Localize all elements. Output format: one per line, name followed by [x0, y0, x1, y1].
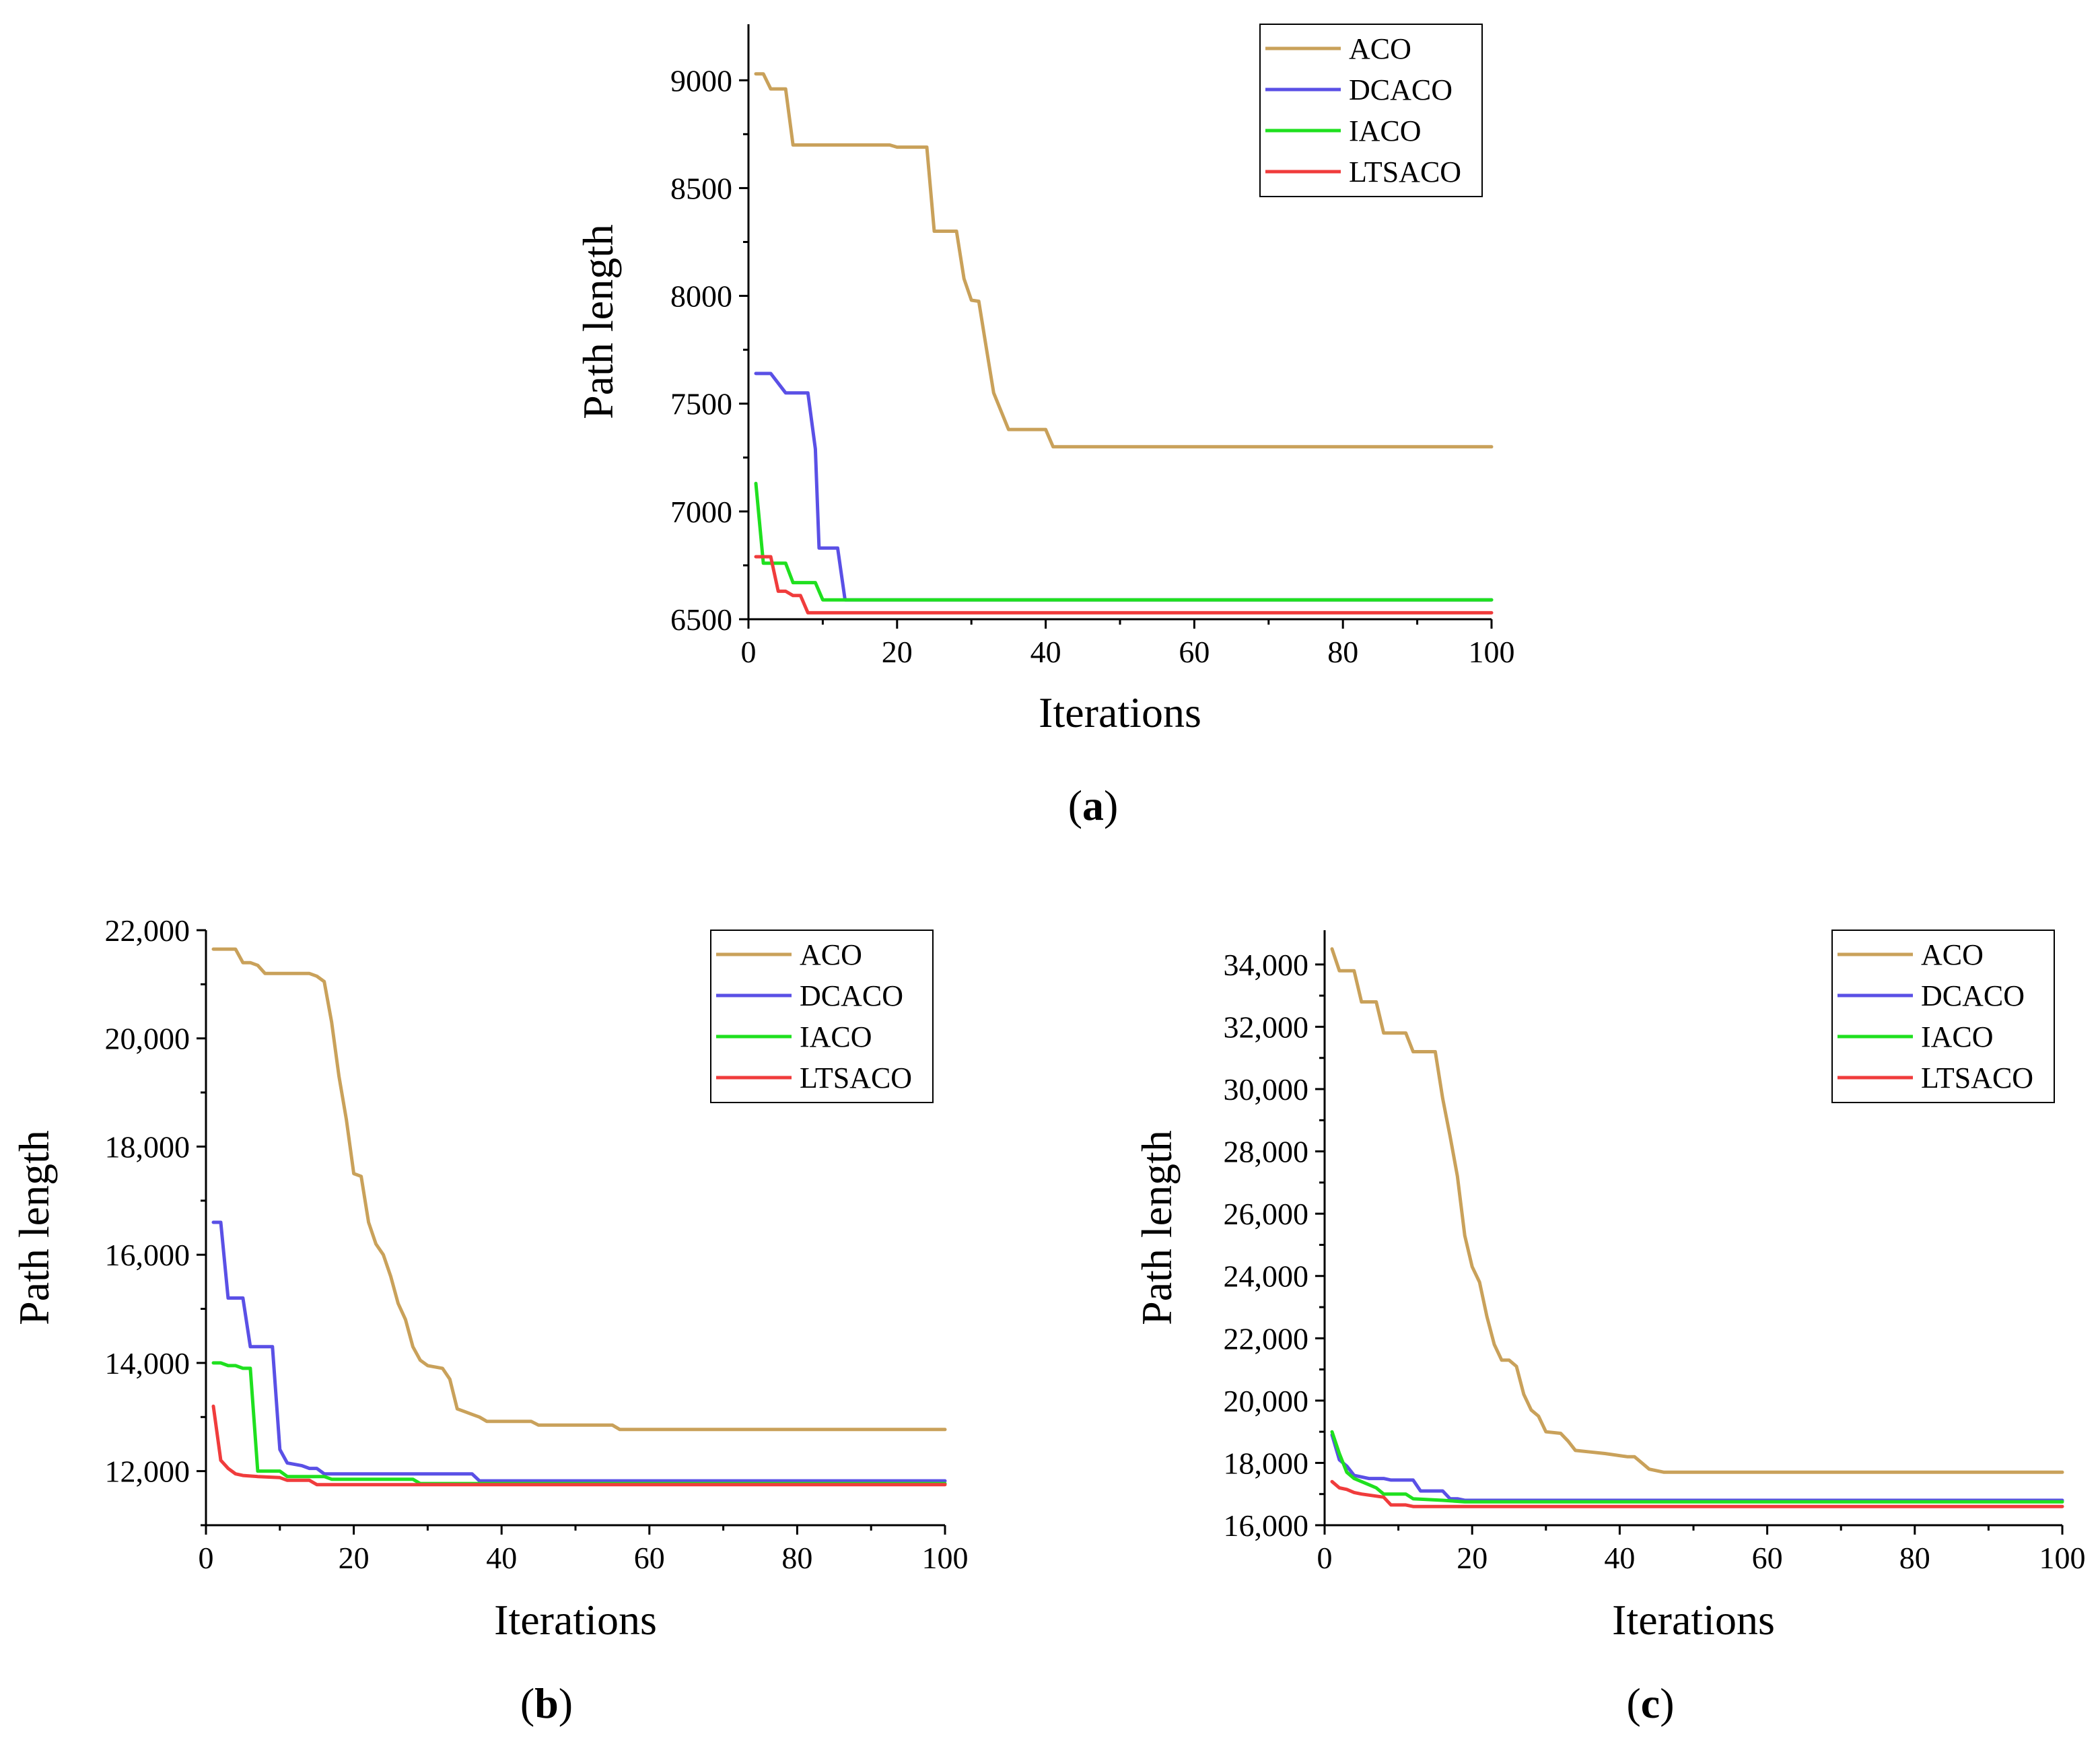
legend-box-b: [710, 930, 934, 1103]
x-tick-label-c: 100: [2039, 1541, 2086, 1575]
legend-label-ltsaco: LTSACO: [1921, 1061, 2033, 1094]
chart-panel-b: 0 20 40 60 80 100 12,000 14,000 16,000 18,000 20,0…: [10, 913, 969, 1727]
y-tick-label-a: 7000: [670, 495, 732, 529]
x-tick-label-c: 40: [1604, 1541, 1635, 1575]
legend-label-dcaco: DCACO: [800, 979, 903, 1012]
x-tick-label-a: 60: [1179, 635, 1210, 669]
y-tick-label-b: 12,000: [105, 1455, 190, 1489]
series-line-b-ltsaco: [211, 1404, 947, 1487]
y-tick-label-b: 16,000: [105, 1238, 190, 1272]
series-line-c-ltsaco: [1330, 1479, 2064, 1508]
panel-label-c: (c): [1626, 1679, 1674, 1727]
legend-label-iaco: IACO: [800, 1020, 872, 1053]
x-tick-label-b: 60: [634, 1541, 665, 1575]
y-tick-label-c: 22,000: [1224, 1321, 1309, 1356]
x-tick-label-b: 0: [199, 1541, 214, 1575]
series-line-b-dcaco: [211, 1220, 947, 1483]
y-tick-label-c: 28,000: [1224, 1135, 1309, 1169]
x-tick-label-b: 80: [781, 1541, 812, 1575]
x-tick-label-b: 40: [486, 1541, 517, 1575]
x-tick-label-a: 80: [1327, 635, 1358, 669]
x-tick-label-c: 0: [1317, 1541, 1333, 1575]
panel-label-a: (a): [1068, 781, 1119, 829]
legend-label-aco: ACO: [1349, 32, 1411, 65]
series-line-c-iaco: [1330, 1430, 2064, 1504]
x-tick-label-c: 60: [1752, 1541, 1783, 1575]
legend-c: ACO DCACO IACO LTSACO: [1831, 930, 2055, 1103]
y-axis-title-b: Path length: [10, 1130, 58, 1325]
x-tick-label-c: 80: [1899, 1541, 1930, 1575]
y-tick-label-c: 30,000: [1224, 1072, 1309, 1107]
x-tick-label-b: 100: [922, 1541, 969, 1575]
panel-label-b: (b): [520, 1679, 573, 1727]
x-tick-label-a: 40: [1030, 635, 1061, 669]
legend-label-aco: ACO: [1921, 938, 1984, 971]
y-tick-label-b: 22,000: [105, 913, 190, 948]
x-tick-label-b: 20: [339, 1541, 370, 1575]
legend-label-dcaco: DCACO: [1349, 73, 1452, 106]
x-tick-label-a: 100: [1469, 635, 1515, 669]
chart-panel-a: 0 20 40 60 80 100 6500 7000 7500 8000 8500 9000 Iter…: [574, 24, 1515, 829]
x-axis-title-c: Iterations: [1612, 1596, 1775, 1644]
y-tick-label-c: 20,000: [1224, 1384, 1309, 1418]
series-line-a-iaco: [754, 481, 1494, 602]
legend-label-dcaco: DCACO: [1921, 979, 2025, 1012]
legend-label-iaco: IACO: [1349, 114, 1422, 147]
y-tick-label-a: 6500: [670, 602, 732, 637]
y-axis-title-a: Path length: [574, 224, 622, 419]
y-tick-label-c: 18,000: [1224, 1446, 1309, 1480]
y-tick-label-b: 14,000: [105, 1346, 190, 1380]
y-tick-label-b: 20,000: [105, 1022, 190, 1056]
y-tick-label-b: 18,000: [105, 1129, 190, 1164]
legend-box-a: [1259, 24, 1483, 197]
legend-b: ACO DCACO IACO LTSACO: [710, 930, 934, 1103]
y-tick-label-c: 32,000: [1224, 1010, 1309, 1044]
x-axis-title-b: Iterations: [494, 1596, 657, 1644]
chart-panel-c: 0 20 40 60 80 100 16,000 18,000 20,000 22,000 24,0…: [1133, 930, 2086, 1727]
series-line-a-dcaco: [754, 372, 1494, 602]
y-tick-label-a: 8000: [670, 279, 732, 314]
legend-a: ACO DCACO IACO LTSACO: [1259, 24, 1483, 197]
series-line-c-dcaco: [1330, 1433, 2064, 1502]
x-tick-label-a: 0: [741, 635, 757, 669]
y-tick-label-a: 7500: [670, 387, 732, 421]
series-line-a-ltsaco: [754, 555, 1494, 615]
y-tick-label-c: 24,000: [1224, 1259, 1309, 1294]
series-line-c-aco: [1330, 947, 2064, 1474]
legend-label-ltsaco: LTSACO: [800, 1061, 912, 1094]
legend-label-ltsaco: LTSACO: [1349, 155, 1461, 188]
y-tick-label-a: 9000: [670, 63, 732, 98]
x-axis-title-a: Iterations: [1039, 689, 1201, 736]
y-tick-label-a: 8500: [670, 171, 732, 205]
y-tick-label-c: 16,000: [1224, 1508, 1309, 1543]
y-axis-title-c: Path length: [1133, 1130, 1181, 1325]
legend-label-iaco: IACO: [1921, 1020, 1994, 1053]
series-line-b-iaco: [211, 1361, 947, 1485]
series-line-a-aco: [754, 72, 1494, 449]
legend-box-c: [1831, 930, 2055, 1103]
series-line-b-aco: [211, 947, 947, 1432]
y-tick-label-c: 34,000: [1224, 948, 1309, 982]
y-tick-label-c: 26,000: [1224, 1197, 1309, 1231]
legend-label-aco: ACO: [800, 938, 862, 971]
x-tick-label-a: 20: [882, 635, 913, 669]
x-tick-label-c: 20: [1457, 1541, 1488, 1575]
